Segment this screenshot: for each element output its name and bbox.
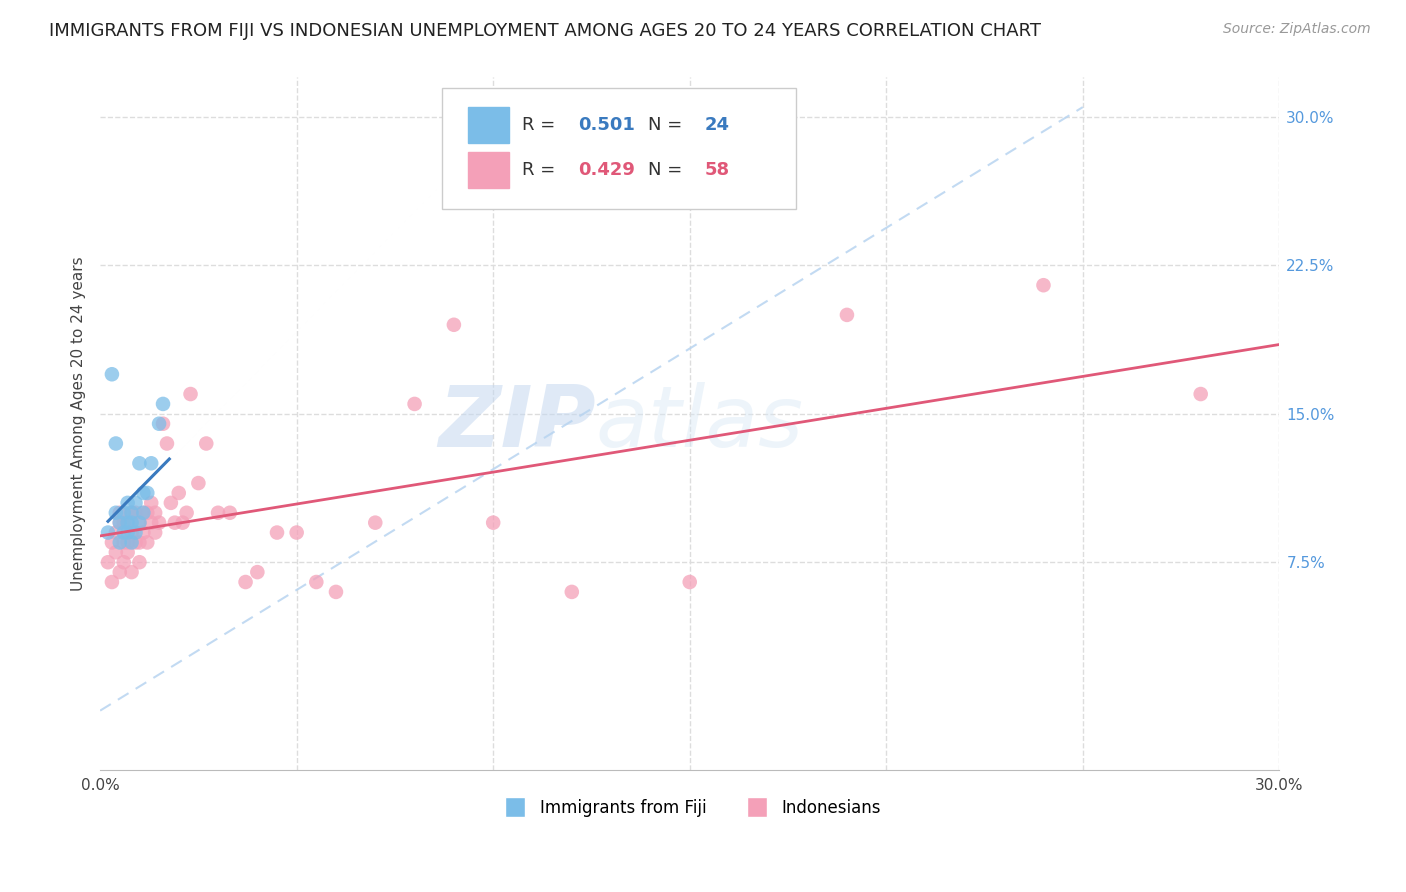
- Point: [97, 525, 120, 540]
- Point: [104, 436, 127, 450]
- Point: [1032, 278, 1054, 293]
- Point: [148, 516, 170, 530]
- Point: [141, 496, 163, 510]
- Point: [195, 436, 218, 450]
- Point: [112, 535, 135, 549]
- Point: [141, 456, 163, 470]
- Bar: [468, 107, 509, 144]
- Point: [128, 535, 150, 549]
- Point: [187, 476, 209, 491]
- Point: [143, 506, 166, 520]
- Point: [285, 525, 308, 540]
- Point: [835, 308, 858, 322]
- Point: [235, 574, 257, 589]
- Text: ZIP: ZIP: [437, 382, 595, 466]
- Point: [172, 516, 194, 530]
- Text: atlas: atlas: [595, 382, 803, 466]
- Text: N =: N =: [648, 116, 689, 134]
- Point: [117, 535, 139, 549]
- Point: [364, 516, 387, 530]
- Point: [143, 525, 166, 540]
- Point: [121, 506, 143, 520]
- Point: [160, 496, 183, 510]
- Point: [121, 535, 143, 549]
- Point: [152, 417, 174, 431]
- Point: [132, 486, 155, 500]
- Point: [132, 506, 155, 520]
- Point: [180, 387, 202, 401]
- Point: [482, 516, 505, 530]
- Point: [108, 516, 131, 530]
- Text: R =: R =: [522, 161, 561, 178]
- Point: [163, 516, 186, 530]
- Point: [128, 516, 150, 530]
- Point: [112, 555, 135, 569]
- Point: [136, 486, 159, 500]
- Text: Source: ZipAtlas.com: Source: ZipAtlas.com: [1223, 22, 1371, 37]
- Point: [104, 506, 127, 520]
- Point: [101, 574, 124, 589]
- Point: [141, 516, 163, 530]
- Point: [152, 397, 174, 411]
- Point: [117, 525, 139, 540]
- Bar: [468, 153, 509, 188]
- Point: [443, 318, 465, 332]
- Text: 0.429: 0.429: [578, 161, 634, 178]
- Point: [148, 417, 170, 431]
- Point: [124, 506, 146, 520]
- Point: [136, 506, 159, 520]
- Point: [108, 506, 131, 520]
- Point: [167, 486, 190, 500]
- Point: [104, 525, 127, 540]
- Point: [112, 525, 135, 540]
- Point: [97, 555, 120, 569]
- Point: [108, 565, 131, 579]
- Point: [176, 506, 198, 520]
- Point: [117, 516, 139, 530]
- Point: [1189, 387, 1212, 401]
- Point: [101, 535, 124, 549]
- Text: 24: 24: [704, 116, 730, 134]
- Y-axis label: Unemployment Among Ages 20 to 24 years: Unemployment Among Ages 20 to 24 years: [72, 256, 86, 591]
- Point: [124, 525, 146, 540]
- Point: [121, 506, 143, 520]
- Point: [101, 368, 124, 382]
- Text: R =: R =: [522, 116, 561, 134]
- Point: [128, 456, 150, 470]
- Point: [679, 574, 702, 589]
- Point: [112, 516, 135, 530]
- Point: [112, 506, 135, 520]
- Point: [132, 525, 155, 540]
- Text: N =: N =: [648, 161, 689, 178]
- Point: [305, 574, 328, 589]
- Legend: Immigrants from Fiji, Indonesians: Immigrants from Fiji, Indonesians: [492, 793, 887, 824]
- Point: [132, 506, 155, 520]
- Point: [218, 506, 240, 520]
- Point: [108, 516, 131, 530]
- Point: [121, 565, 143, 579]
- Point: [136, 535, 159, 549]
- Point: [117, 516, 139, 530]
- Point: [124, 496, 146, 510]
- Point: [561, 585, 583, 599]
- Point: [117, 545, 139, 559]
- Point: [207, 506, 229, 520]
- Point: [124, 535, 146, 549]
- Point: [246, 565, 269, 579]
- Point: [104, 545, 127, 559]
- Point: [128, 516, 150, 530]
- Point: [121, 516, 143, 530]
- Point: [266, 525, 288, 540]
- Text: 0.501: 0.501: [578, 116, 634, 134]
- Point: [117, 496, 139, 510]
- Point: [108, 535, 131, 549]
- FancyBboxPatch shape: [441, 87, 796, 209]
- Point: [156, 436, 179, 450]
- Point: [404, 397, 426, 411]
- Point: [128, 555, 150, 569]
- Point: [121, 525, 143, 540]
- Text: IMMIGRANTS FROM FIJI VS INDONESIAN UNEMPLOYMENT AMONG AGES 20 TO 24 YEARS CORREL: IMMIGRANTS FROM FIJI VS INDONESIAN UNEMP…: [49, 22, 1042, 40]
- Point: [325, 585, 347, 599]
- Text: 58: 58: [704, 161, 730, 178]
